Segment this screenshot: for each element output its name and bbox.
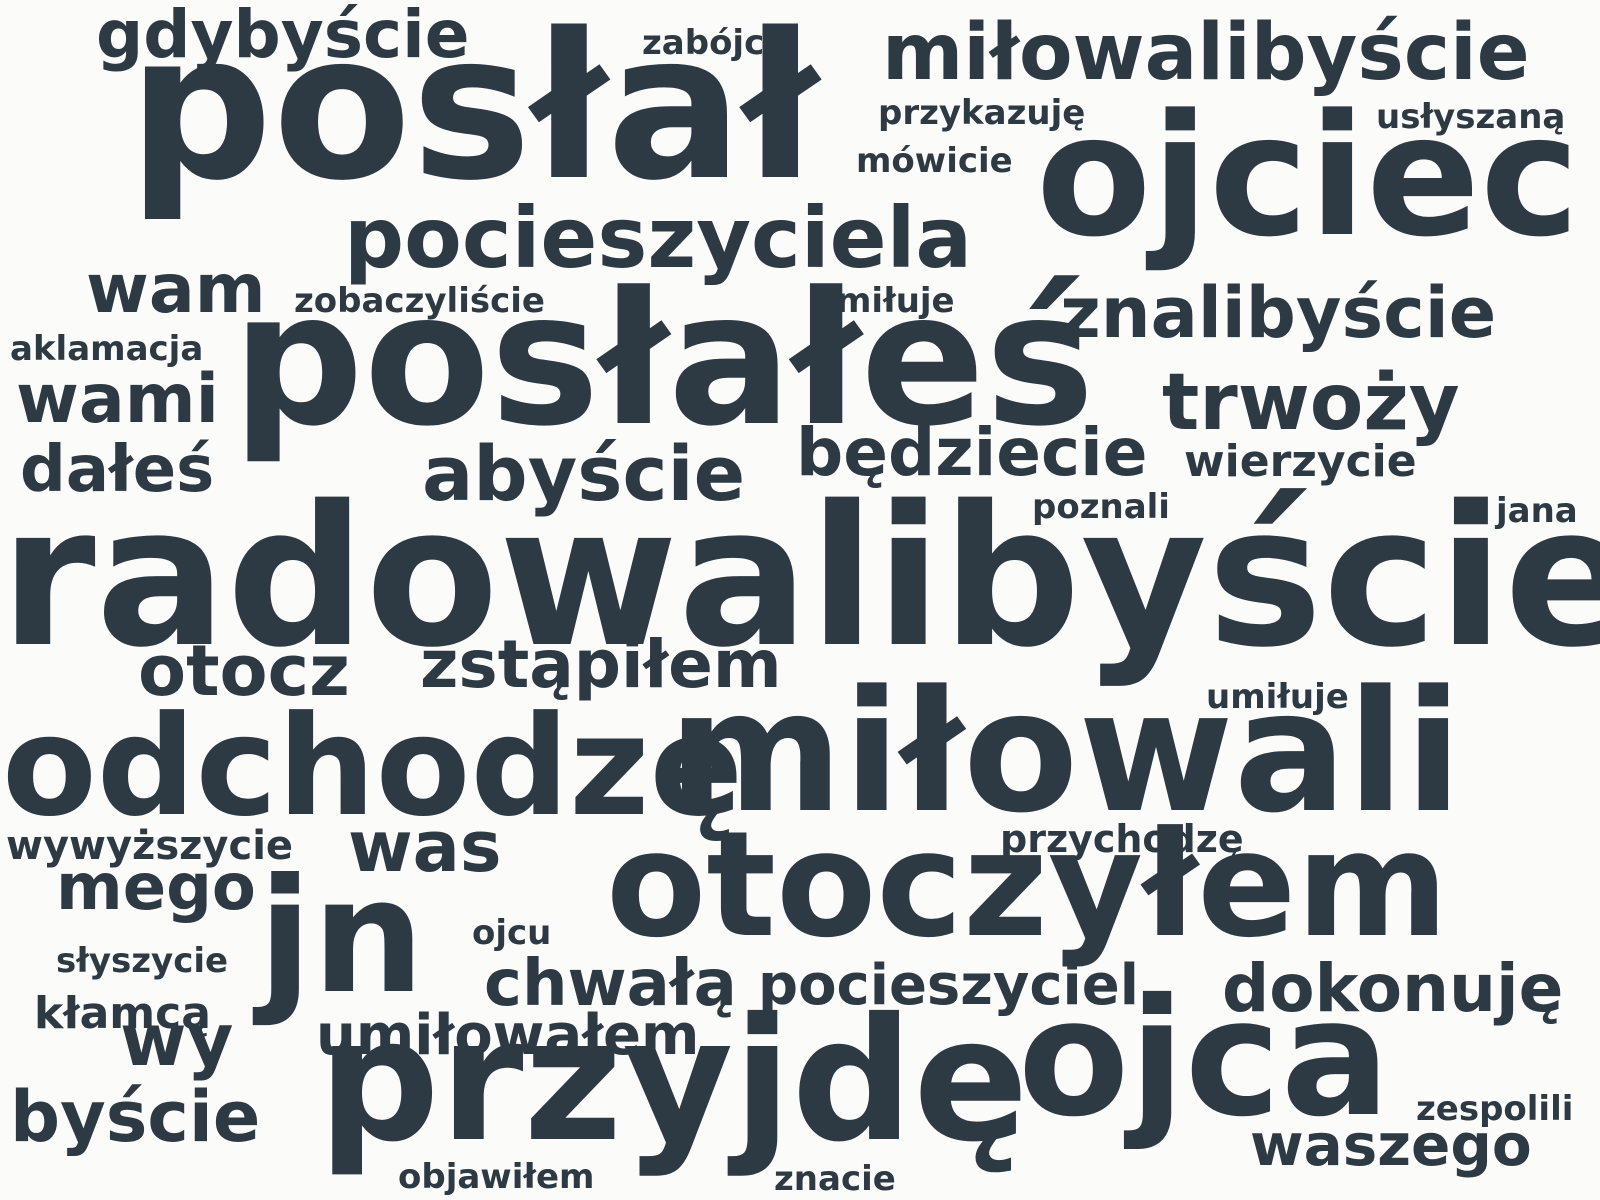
word-objawilem: objawiłem: [398, 1157, 595, 1197]
word-umiluje: umiłuje: [1206, 677, 1349, 717]
word-was: was: [348, 806, 502, 888]
word-chwala: chwałą: [484, 947, 737, 1021]
word-wy: wy: [120, 998, 234, 1082]
word-wierzycie: wierzycie: [1184, 436, 1417, 487]
word-odchodze: odchodzę: [2, 686, 744, 847]
word-zobaczyliscie: zobaczyliście: [294, 281, 545, 321]
word-mego: mego: [56, 851, 256, 925]
word-poznali: poznali: [1032, 487, 1170, 527]
word-wam: wam: [86, 250, 266, 329]
word-zstapilem: zstąpiłem: [420, 626, 782, 703]
word-mowicie: mówicie: [856, 141, 1013, 181]
word-poslal: posłał: [128, 0, 818, 225]
word-poslales: posłałeś: [232, 253, 1095, 467]
word-trwozy: trwoży: [1162, 358, 1460, 448]
word-milowalibyscie: miłowalibyście: [882, 8, 1530, 98]
word-otoczylem: otoczyłem: [606, 800, 1449, 970]
word-ojcu: ojcu: [472, 913, 552, 953]
word-gdybyscie: gdybyście: [96, 0, 470, 73]
word-przykazuje: przykazuję: [878, 93, 1086, 133]
word-klamca: kłamcą: [34, 988, 211, 1039]
word-abyscie: abyście: [422, 429, 746, 518]
word-wywyzszycie: wywyższycie: [6, 823, 294, 869]
word-miluje: miłuje: [836, 281, 955, 321]
word-umilowalem: umiłowałem: [316, 1003, 700, 1068]
word-zespolili: zespolili: [1416, 1089, 1574, 1129]
word-byscie: byście: [10, 1076, 261, 1158]
word-wami: wami: [16, 360, 219, 439]
word-dales: dałeś: [20, 433, 215, 507]
word-otocz: otocz: [138, 630, 350, 712]
word-milowali: miłowali: [668, 654, 1463, 850]
word-pocieszyciel: pocieszyciel: [758, 953, 1139, 1018]
word-przyjde: przyjdę: [318, 982, 1029, 1180]
word-dokonuje: dokonuję: [1222, 950, 1564, 1027]
word-jana: jana: [1496, 491, 1578, 531]
word-waszego: waszego: [1250, 1111, 1532, 1179]
word-aklamacja: aklamacja: [10, 329, 204, 369]
word-slyszycie: słyszycie: [56, 941, 229, 981]
word-znalibyscie: znalibyście: [1060, 272, 1497, 354]
word-jn: jn: [258, 845, 425, 1029]
word-przychodze: przychodzę: [1000, 817, 1244, 861]
word-pocieszyciela: pocieszyciela: [344, 189, 973, 287]
word-bedziecie: będziecie: [796, 414, 1148, 491]
word-znacie: znacie: [774, 1159, 896, 1199]
word-zabojca: zabójcą: [642, 23, 788, 63]
word-uslyszana: usłyszaną: [1376, 97, 1566, 137]
word-radowalibyscie: radowalibyście: [0, 464, 1600, 690]
word-ojciec: ojciec: [1036, 78, 1580, 274]
word-ojca: ojca: [1018, 965, 1391, 1153]
